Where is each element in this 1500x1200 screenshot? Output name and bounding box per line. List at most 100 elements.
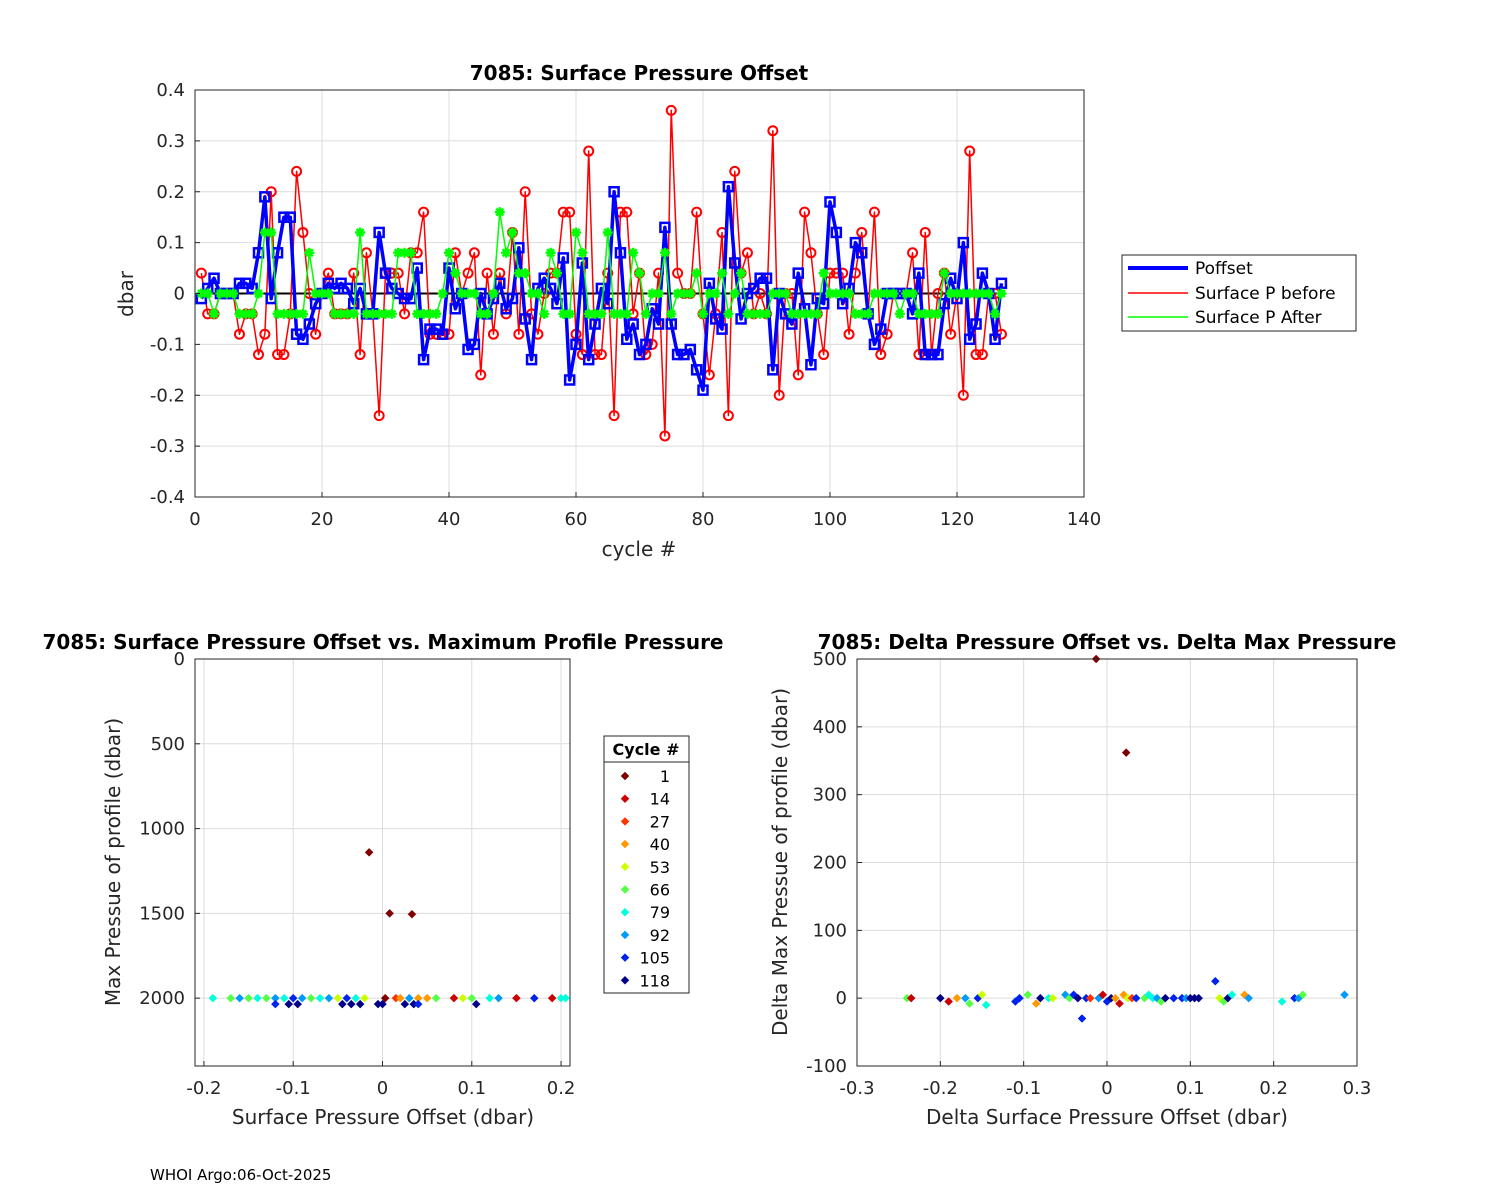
before-marker	[373, 410, 385, 422]
after-marker	[336, 308, 347, 319]
poffset-marker	[595, 282, 608, 295]
bl-point	[346, 999, 356, 1009]
bl-point	[396, 993, 405, 1003]
after-marker	[850, 308, 861, 319]
after-marker	[621, 308, 632, 319]
x-tick-label: 80	[692, 509, 715, 530]
cycle-legend-marker	[620, 771, 630, 781]
after-marker	[240, 308, 251, 319]
legend-before-label: Surface P before	[1195, 284, 1336, 304]
poffset-marker	[836, 297, 849, 310]
before-marker	[583, 145, 595, 157]
bl-point	[378, 999, 387, 1009]
poffset-marker	[684, 343, 697, 356]
before-marker	[773, 389, 785, 401]
br-point	[1115, 999, 1124, 1008]
after-marker	[888, 288, 899, 299]
br-point	[1277, 997, 1287, 1006]
cycle-legend-label: 27	[650, 812, 670, 831]
before-marker	[392, 267, 404, 279]
after-marker	[488, 288, 499, 299]
after-marker	[761, 308, 772, 319]
poffset-marker	[621, 333, 633, 346]
poffset-marker	[703, 277, 716, 290]
after-marker	[551, 268, 562, 279]
after-marker	[609, 308, 620, 319]
poffset-marker	[233, 277, 246, 290]
bl-point	[271, 999, 280, 1009]
after-marker	[520, 268, 531, 279]
after-marker	[405, 247, 416, 258]
before-marker	[443, 328, 455, 340]
y-tick-label: -0.2	[150, 385, 185, 406]
after-marker	[583, 308, 594, 319]
after-marker	[393, 247, 404, 258]
x-tick-label: 0.1	[457, 1078, 486, 1099]
after-marker	[444, 247, 454, 258]
bl-point	[413, 999, 423, 1009]
x-tick-label: 0	[189, 509, 200, 530]
after-marker	[913, 308, 924, 319]
after-marker	[482, 308, 493, 319]
br-point	[1169, 993, 1179, 1003]
poffset-marker	[665, 318, 677, 330]
before-marker	[564, 206, 576, 218]
legend-after-label: Surface P After	[1195, 308, 1322, 328]
after-marker	[977, 288, 988, 299]
bl-point	[355, 999, 365, 1009]
after-marker	[494, 207, 505, 218]
br-point	[1244, 993, 1254, 1003]
before-marker	[278, 349, 290, 361]
poffset-marker	[208, 272, 220, 284]
y-tick-label: 0	[836, 988, 847, 1009]
poffset-marker	[709, 313, 722, 325]
after-marker	[285, 308, 296, 319]
bl-point	[407, 909, 417, 919]
after-marker	[672, 288, 683, 299]
poffset-marker	[246, 282, 258, 295]
y-tick-label: 0	[174, 649, 185, 670]
y-tick-label: 100	[813, 920, 847, 941]
before-marker	[957, 389, 969, 401]
before-marker	[665, 104, 677, 116]
bl-point	[400, 999, 410, 1009]
before-marker	[799, 206, 811, 218]
after-marker	[945, 288, 956, 299]
after-marker	[304, 247, 315, 258]
bl-point	[324, 993, 334, 1003]
after-marker	[939, 268, 950, 279]
x-tick-label: 120	[940, 509, 974, 530]
x-tick-label: 0.3	[1343, 1078, 1372, 1099]
poffset-marker	[500, 303, 512, 315]
before-marker	[475, 369, 487, 381]
poffset-marker	[259, 191, 271, 203]
after-marker	[266, 227, 277, 238]
cycle-legend-label: 1	[660, 767, 670, 786]
bl-y-axis-label: Max Pressue of profile (dbar)	[101, 718, 125, 1006]
before-marker	[875, 349, 887, 361]
br-point	[1085, 993, 1095, 1003]
poffset-marker	[659, 221, 671, 234]
br-point	[1077, 1014, 1087, 1023]
after-marker	[837, 288, 848, 299]
poffset-marker	[589, 318, 601, 330]
poffset-marker	[792, 267, 804, 279]
br-point	[1073, 993, 1083, 1003]
top-chart-title: 7085: Surface Pressure Offset	[470, 61, 809, 85]
y-tick-label: 0	[174, 284, 185, 305]
cycle-legend-label: 53	[650, 858, 670, 877]
br-point	[1121, 748, 1131, 757]
y-tick-label: 500	[813, 649, 847, 670]
poffset-marker	[417, 353, 430, 366]
br-point	[1015, 993, 1024, 1003]
after-marker	[431, 308, 442, 319]
cycle-legend-marker	[620, 862, 630, 872]
after-marker	[532, 288, 543, 299]
cycle-legend-items: 1 14 27 40 53 66 79 92 105 118	[620, 767, 670, 990]
after-marker	[297, 308, 308, 319]
after-marker	[602, 227, 613, 238]
br-point	[1035, 993, 1045, 1003]
before-marker	[253, 349, 264, 361]
footer-stamp: WHOI Argo:06-Oct-2025	[150, 1166, 332, 1184]
bl-point	[512, 993, 521, 1003]
